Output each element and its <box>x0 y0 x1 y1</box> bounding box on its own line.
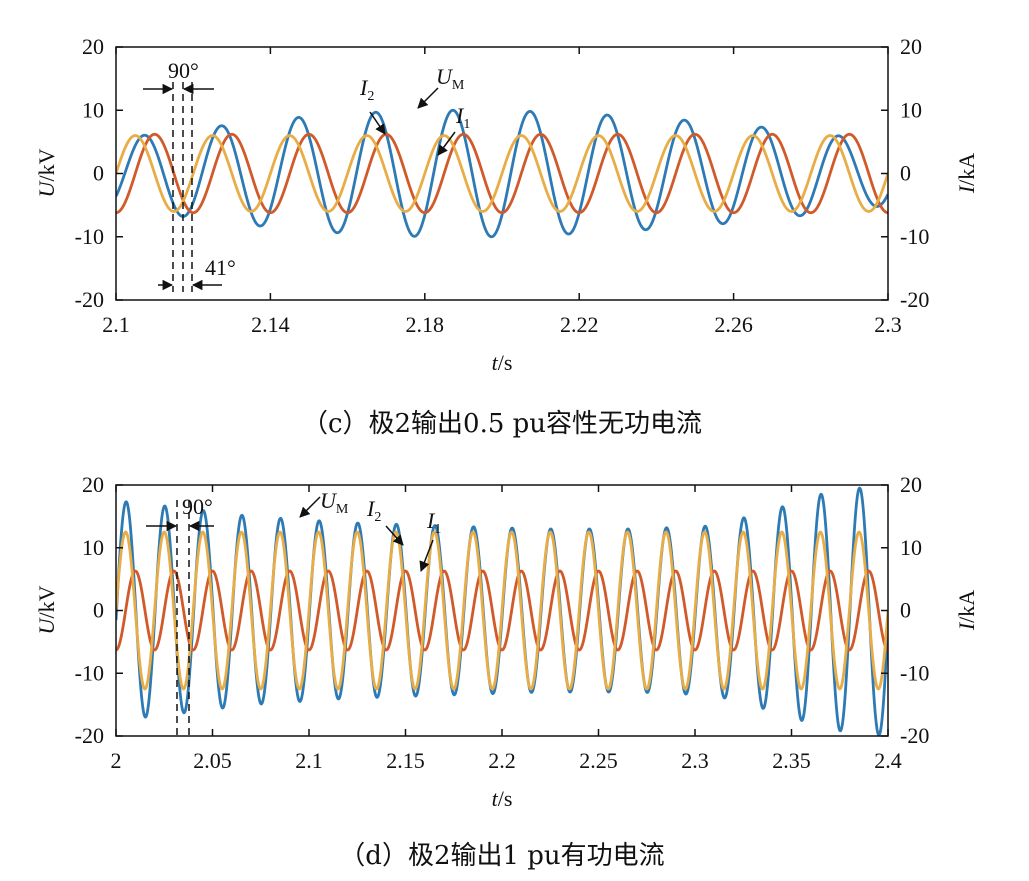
chart-d-xtick-label: 2.05 <box>193 748 232 773</box>
chart-d-ylabel-right: I/kA <box>954 590 979 631</box>
chart-d-ytick-label-right: -10 <box>900 660 929 685</box>
chart-d-series-group <box>116 486 888 736</box>
chart-c-angle-90: 90° <box>168 58 199 83</box>
chart-d-arrow-um <box>299 496 321 518</box>
chart-c-caption: （c）极2输出0.5 pu容性无功电流 <box>302 409 702 439</box>
chart-c: 2.1 2.14 2.18 2.22 2.26 2.3-20 -20-10 -100 010 10… <box>34 34 979 439</box>
chart-d-ytick-label-left: 0 <box>93 598 104 623</box>
chart-c-label-i2: I2 <box>359 75 374 104</box>
chart-d-xtick-label: 2.15 <box>386 748 425 773</box>
chart-c-series-um <box>116 108 888 239</box>
chart-d-series-i1 <box>116 569 888 652</box>
chart-c-ytick-label-left: -10 <box>75 224 104 249</box>
chart-d: 2 2.05 2.1 2.15 2.2 2.25 2.3 2.35 2.4-20 -20-10 -1… <box>34 472 979 871</box>
chart-d-angle-90: 90° <box>182 494 213 519</box>
chart-c-ticks: 2.1 2.14 2.18 2.22 2.26 2.3-20 -20-10 -100 010 10… <box>75 34 930 337</box>
chart-d-ytick-label-right: 0 <box>900 598 911 623</box>
chart-d-xtick-label: 2.4 <box>874 748 902 773</box>
chart-c-series-i1 <box>116 132 888 215</box>
chart-d-label-um: UM <box>320 488 349 517</box>
chart-d-ytick-label-left: -20 <box>75 723 104 748</box>
chart-d-series-i2 <box>116 530 888 691</box>
chart-c-ylabel-left: U/kV <box>34 148 59 197</box>
chart-d-label-i2: I2 <box>366 496 381 525</box>
chart-d-xtick-label: 2 <box>111 748 122 773</box>
chart-c-xtick-label: 2.14 <box>251 312 290 337</box>
chart-c-arrow-i1 <box>437 131 456 156</box>
chart-c-ytick-label-left: -20 <box>75 287 104 312</box>
chart-c-ytick-label-left: 20 <box>82 34 104 59</box>
chart-d-xtick-label: 2.2 <box>488 748 516 773</box>
chart-c-xtick-label: 2.22 <box>560 312 599 337</box>
chart-d-ytick-label-left: 10 <box>82 535 104 560</box>
chart-c-label-um: UM <box>436 64 465 93</box>
chart-d-ytick-label-right: 20 <box>900 472 922 497</box>
chart-d-ticks: 2 2.05 2.1 2.15 2.2 2.25 2.3 2.35 2.4-20 -20-10 -1… <box>75 472 930 773</box>
chart-c-ytick-label-right: 0 <box>900 161 911 186</box>
chart-c-xtick-label: 2.26 <box>714 312 753 337</box>
chart-d-xtick-label: 2.1 <box>295 748 323 773</box>
chart-c-ytick-label-right: -10 <box>900 224 929 249</box>
chart-c-angle-41: 41° <box>205 255 236 280</box>
chart-c-ylabel-right: I/kA <box>954 153 979 194</box>
chart-c-xtick-label: 2.3 <box>874 312 902 337</box>
chart-d-arrow-i2 <box>385 525 404 546</box>
chart-c-ytick-label-right: -20 <box>900 287 929 312</box>
chart-d-ylabel-left: U/kV <box>34 585 59 634</box>
chart-c-ytick-label-left: 10 <box>82 97 104 122</box>
chart-d-ytick-label-right: 10 <box>900 535 922 560</box>
chart-c-series-group <box>116 108 888 239</box>
chart-d-ytick-label-left: 20 <box>82 472 104 497</box>
chart-c-xlabel: t/s <box>492 350 513 375</box>
chart-d-xtick-label: 2.25 <box>579 748 618 773</box>
chart-c-arrow-um <box>417 87 439 109</box>
chart-d-xtick-label: 2.3 <box>681 748 709 773</box>
chart-d-ytick-label-right: -20 <box>900 723 929 748</box>
chart-d-xtick-label: 2.35 <box>772 748 811 773</box>
chart-c-xtick-label: 2.18 <box>406 312 445 337</box>
chart-d-ytick-label-left: -10 <box>75 660 104 685</box>
chart-d-caption: （d）极2输出1 pu有功电流 <box>339 841 664 871</box>
chart-c-ytick-label-left: 0 <box>93 161 104 186</box>
chart-c-ytick-label-right: 10 <box>900 97 922 122</box>
chart-c-series-i2 <box>116 134 888 213</box>
chart-d-label-i1: I1 <box>426 508 441 537</box>
chart-d-arrow-i1 <box>419 539 434 572</box>
chart-d-xlabel: t/s <box>492 786 513 811</box>
chart-c-label-i1: I1 <box>455 103 470 132</box>
chart-c-arrow-i2 <box>369 111 386 135</box>
chart-c-ytick-label-right: 20 <box>900 34 922 59</box>
chart-c-xtick-label: 2.1 <box>102 312 130 337</box>
